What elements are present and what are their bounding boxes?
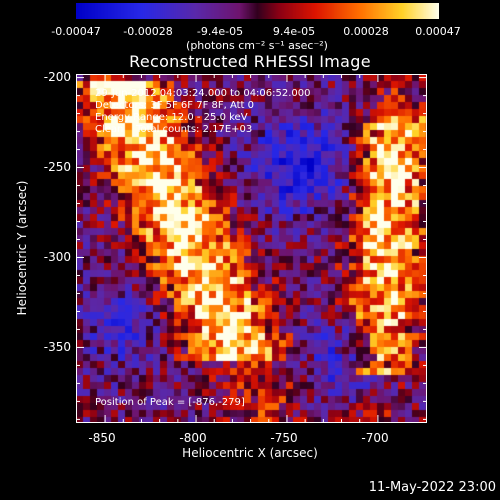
colorbar-units: (photons cm⁻² s⁻¹ asec⁻²) <box>186 39 328 52</box>
y-axis-label: Heliocentric Y (arcsec) <box>15 180 29 316</box>
colorbar <box>76 3 439 19</box>
y-tick-label: -350 <box>43 340 71 354</box>
y-tick-label: -200 <box>43 70 71 84</box>
annotation-detectors: Detectors: 3F 5F 6F 7F 8F, Att 0 <box>95 100 255 111</box>
x-tick-label: -800 <box>179 431 207 445</box>
annotation-block: 29-Jun-2012 04:03:24.000 to 04:06:52.000… <box>95 88 311 136</box>
colorbar-tick: 0.00028 <box>343 25 389 38</box>
colorbar-tick: -0.00028 <box>123 25 173 38</box>
y-tick-label: -300 <box>43 250 71 264</box>
x-tick-label: -850 <box>88 431 116 445</box>
x-tick-label: -700 <box>361 431 389 445</box>
peak-position-label: Position of Peak = [-876,-279] <box>95 397 245 408</box>
colorbar-tick: 9.4e-05 <box>272 25 316 38</box>
colorbar-tick: -9.4e-05 <box>196 25 244 38</box>
annotation-clean-counts: Clean Total counts: 2.17E+03 <box>95 124 253 135</box>
timestamp: 11-May-2022 23:00 <box>368 480 496 495</box>
annotation-time-range: 29-Jun-2012 04:03:24.000 to 04:06:52.000 <box>95 88 311 99</box>
annotation-energy-range: Energy Range: 12.0 - 25.0 keV <box>95 112 248 123</box>
colorbar-gradient <box>76 3 439 19</box>
heatmap-image <box>76 74 427 423</box>
chart-title: Reconstructed RHESSI Image <box>129 52 371 71</box>
x-tick-label: -750 <box>270 431 298 445</box>
plot-area <box>76 74 427 423</box>
y-tick-label: -250 <box>43 160 71 174</box>
x-axis-label: Heliocentric X (arcsec) <box>182 446 318 460</box>
colorbar-tick: 0.00047 <box>415 25 461 38</box>
colorbar-tick: -0.00047 <box>51 25 101 38</box>
